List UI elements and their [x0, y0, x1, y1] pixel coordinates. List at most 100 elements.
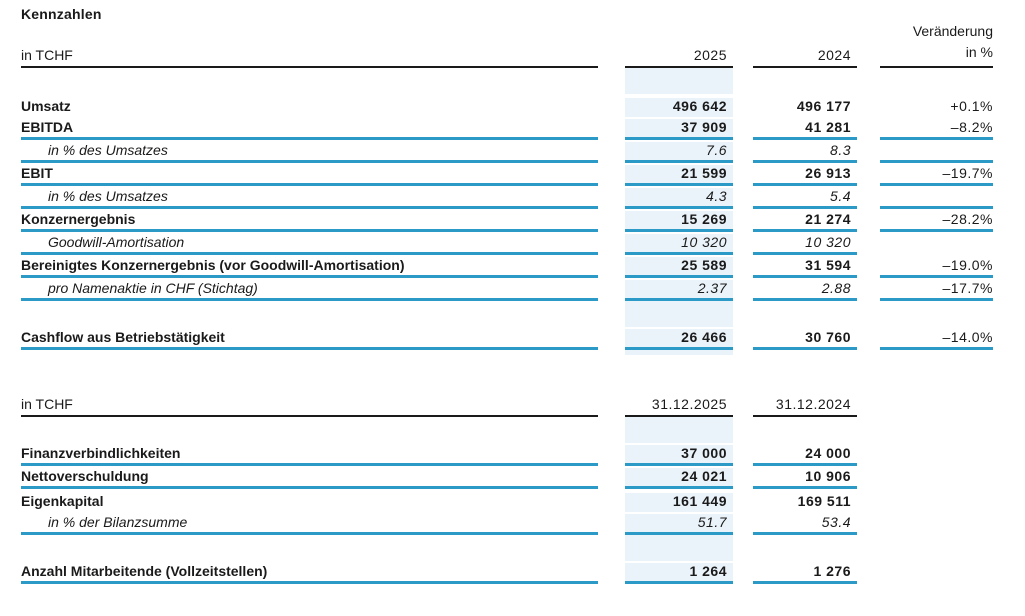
change-percent: [880, 486, 993, 489]
table-row: Bereinigtes Konzernergebnis (vor Goodwil…: [21, 255, 993, 278]
spacer-cell: [880, 417, 993, 443]
row-label: Finanzverbindlichkeiten: [21, 445, 598, 466]
value-current-year: 496 642: [625, 98, 733, 117]
spacer-label: [21, 350, 598, 355]
table-row: Umsatz 496 642 496 177 +0.1%: [21, 94, 993, 117]
change-percent: –17.7%: [880, 280, 993, 301]
value-current-year: 21 599: [625, 165, 733, 186]
row-label: Eigenkapital: [21, 493, 104, 509]
value-current-year: 37 000: [625, 445, 733, 466]
section-income-figures: in TCHF 2025 2024 Veränderung in % Umsatz 496 …: [21, 23, 993, 355]
spacer-cell: [753, 417, 857, 443]
spacer-highlight: [625, 417, 733, 443]
spacer-cell: [753, 301, 857, 327]
value-prior-year: 24 000: [753, 445, 857, 466]
value-prior-year: 8.3: [753, 142, 857, 163]
row-label: in % des Umsatzes: [21, 188, 598, 209]
spacer-row: [21, 350, 993, 355]
spacer-label: [21, 535, 598, 561]
table-row: pro Namenaktie in CHF (Stichtag) 2.37 2.88…: [21, 278, 993, 301]
value-current-year: 7.6: [625, 142, 733, 163]
spacer-label: [21, 68, 598, 94]
table-row: Finanzverbindlichkeiten 37 000 24 000: [21, 443, 993, 466]
spacer-row: [21, 417, 993, 443]
table-row: EBIT 21 599 26 913 –19.7%: [21, 163, 993, 186]
spacer-cell: [753, 535, 857, 561]
value-prior-year: 10 906: [753, 468, 857, 489]
value-current-year: 51.7: [625, 514, 733, 535]
value-prior-year: 1 276: [753, 563, 857, 584]
change-percent: –19.0%: [880, 257, 993, 278]
row-label: Goodwill-Amortisation: [21, 234, 598, 255]
value-prior-year: 2.88: [753, 280, 857, 301]
spacer-label: [21, 417, 598, 443]
spacer-row: [21, 301, 993, 327]
spacer-label: [21, 301, 598, 327]
value-current-year: 25 589: [625, 257, 733, 278]
value-current-year: 2.37: [625, 280, 733, 301]
value-prior-year: 496 177: [796, 98, 851, 114]
table-row: Konzernergebnis 15 269 21 274 –28.2%: [21, 209, 993, 232]
change-percent: –8.2%: [880, 119, 993, 140]
change-percent: [880, 509, 993, 512]
table-row: in % des Umsatzes 7.6 8.3: [21, 140, 993, 163]
value-prior-year: 30 760: [753, 329, 857, 350]
row-label: Umsatz: [21, 98, 71, 114]
section-balance-figures: in TCHF 31.12.2025 31.12.2024 Finanzverbind…: [21, 390, 993, 584]
column-header-prior-year: 31.12.2024: [753, 396, 857, 417]
spacer-highlight: [625, 68, 733, 94]
value-current-year: 1 264: [625, 563, 733, 584]
row-label: Anzahl Mitarbeitende (Vollzeitstellen): [21, 563, 598, 584]
spacer-highlight: [625, 535, 733, 561]
spacer-row: [21, 535, 993, 561]
change-percent: [880, 581, 993, 584]
change-percent: –14.0%: [880, 329, 993, 350]
row-label: in % des Umsatzes: [21, 142, 598, 163]
value-current-year: 24 021: [625, 468, 733, 489]
value-prior-year: 53.4: [753, 514, 857, 535]
value-prior-year: 5.4: [753, 188, 857, 209]
value-prior-year: 21 274: [753, 211, 857, 232]
change-percent: –28.2%: [880, 211, 993, 232]
table-row: Cashflow aus Betriebstätigkeit 26 466 30 7…: [21, 327, 993, 350]
spacer-cell: [880, 68, 993, 94]
value-current-year: 37 909: [625, 119, 733, 140]
value-prior-year: 26 913: [753, 165, 857, 186]
page-title: Kennzahlen: [21, 6, 102, 22]
column-header-current-year: 2025: [625, 47, 733, 68]
change-percent: [880, 252, 993, 255]
value-prior-year: 31 594: [753, 257, 857, 278]
unit-label: in TCHF: [21, 396, 598, 417]
change-percent: –19.7%: [880, 165, 993, 186]
change-percent: [880, 158, 993, 163]
value-current-year: 161 449: [625, 493, 733, 512]
value-prior-year: 10 320: [753, 234, 857, 255]
table-row: in % des Umsatzes 4.3 5.4: [21, 186, 993, 209]
row-label: Nettoverschuldung: [21, 468, 598, 489]
change-percent: +0.1%: [950, 98, 993, 114]
spacer-cell: [880, 535, 993, 561]
table-header-row: in TCHF 2025 2024 Veränderung in %: [21, 23, 993, 68]
table-row: Anzahl Mitarbeitende (Vollzeitstellen) 1 …: [21, 561, 993, 584]
value-current-year: 4.3: [625, 188, 733, 209]
spacer-cell: [753, 68, 857, 94]
table-row: Eigenkapital 161 449 169 511: [21, 489, 993, 512]
table-row: EBITDA 37 909 41 281 –8.2%: [21, 117, 993, 140]
row-label: pro Namenaktie in CHF (Stichtag): [21, 280, 598, 301]
spacer-cell: [880, 301, 993, 327]
column-header-prior-year: 2024: [753, 47, 857, 68]
table-row: in % der Bilanzsumme 51.7 53.4: [21, 512, 993, 535]
row-label: in % der Bilanzsumme: [21, 514, 598, 535]
spacer-highlight: [625, 350, 733, 355]
value-current-year: 15 269: [625, 211, 733, 232]
table-row: Goodwill-Amortisation 10 320 10 320: [21, 232, 993, 255]
change-percent: [880, 204, 993, 209]
value-current-year: 26 466: [625, 329, 733, 350]
row-label: EBIT: [21, 165, 598, 186]
row-label: Bereinigtes Konzernergebnis (vor Goodwil…: [21, 257, 598, 278]
unit-label: in TCHF: [21, 47, 598, 68]
change-header-line1: Veränderung: [912, 23, 993, 39]
change-header-line2: in %: [965, 44, 993, 60]
table-header-row: in TCHF 31.12.2025 31.12.2024: [21, 390, 993, 417]
column-header-change: Veränderung in %: [880, 21, 993, 68]
